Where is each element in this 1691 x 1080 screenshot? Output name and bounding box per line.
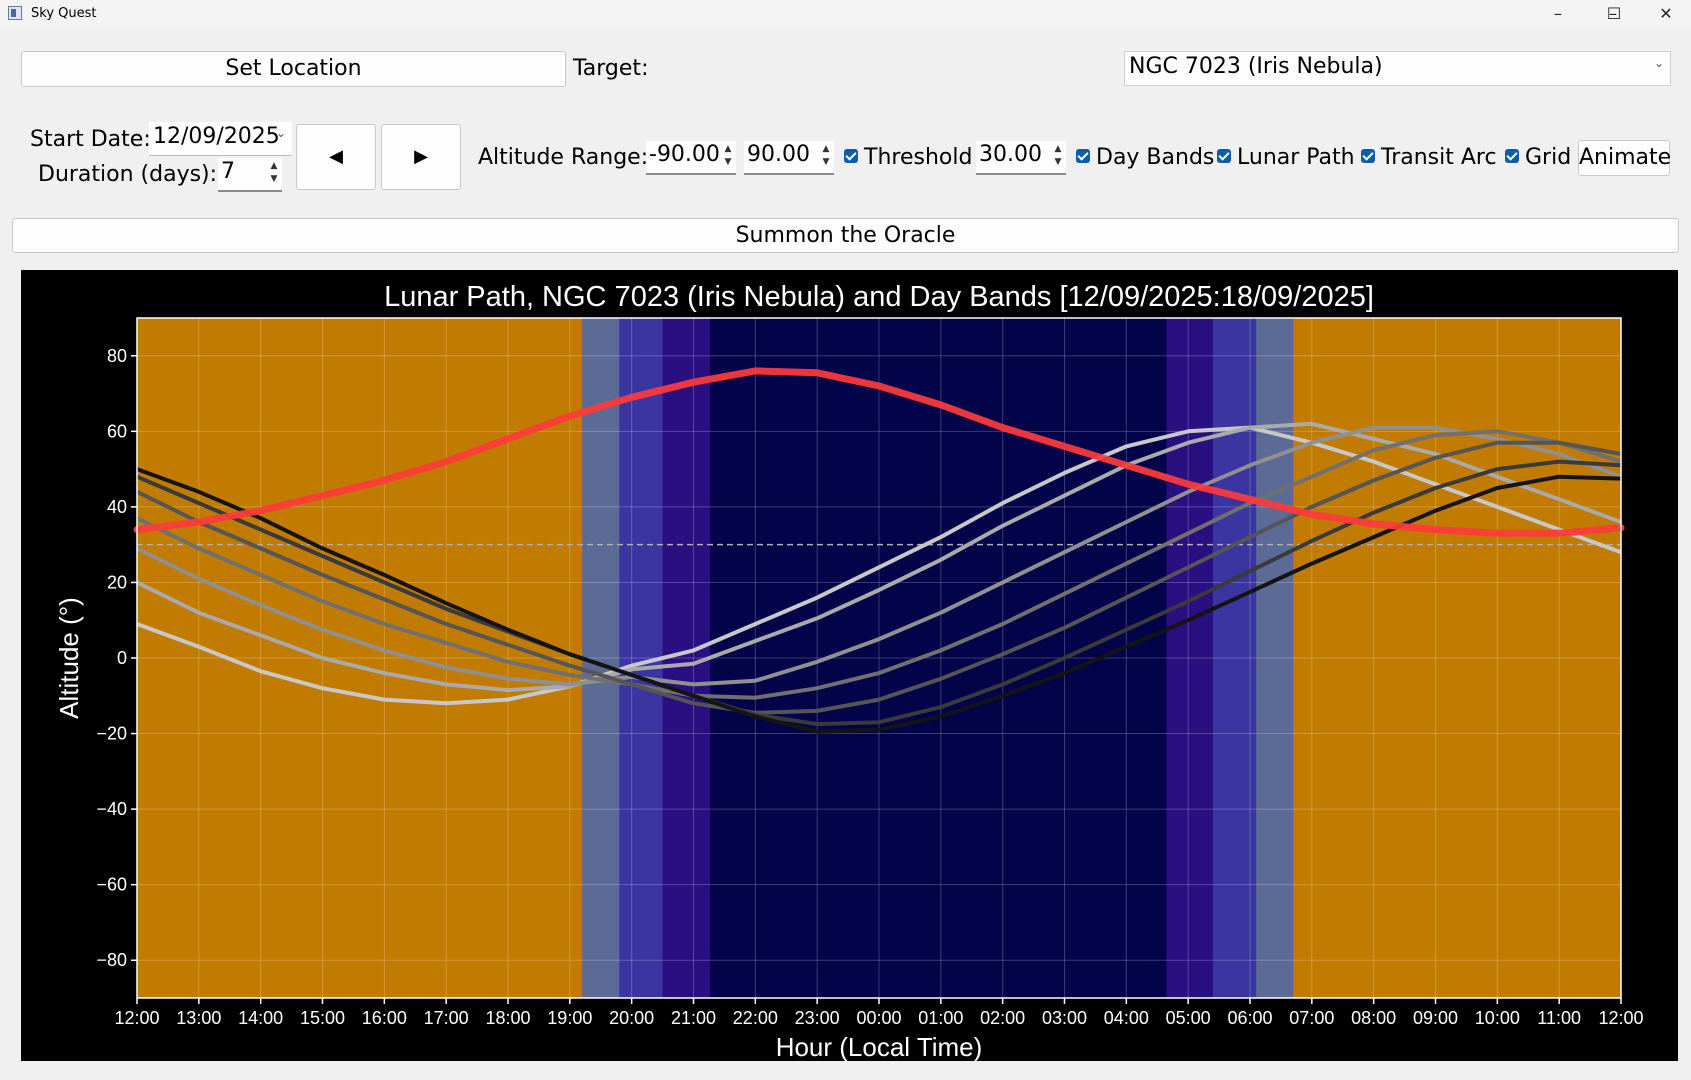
x-tick-label: 09:00 (1413, 1008, 1458, 1028)
x-tick-label: 17:00 (424, 1008, 469, 1028)
chevron-down-icon: ⌄ (275, 126, 286, 140)
chevron-down-icon: ⌄ (1653, 56, 1664, 70)
target-altitude-line-day-2 (136, 421, 1622, 693)
x-tick-label: 19:00 (547, 1008, 592, 1028)
chart-title: Lunar Path, NGC 7023 (Iris Nebula) and D… (384, 281, 1374, 313)
x-tick-label: 20:00 (609, 1008, 654, 1028)
y-tick-label: 60 (107, 421, 127, 441)
start-date-value: 12/09/2025 (153, 124, 280, 149)
target-altitude-line-day-3 (136, 425, 1622, 687)
maximize-button[interactable]: ☐ (1606, 4, 1622, 23)
target-altitude-line-day-6 (136, 459, 1622, 727)
y-tick-label: 80 (107, 346, 127, 366)
x-tick-label: 05:00 (1166, 1008, 1211, 1028)
x-tick-label: 08:00 (1351, 1008, 1396, 1028)
y-tick-label: 40 (107, 497, 127, 517)
target-altitude-line-day-5 (136, 440, 1622, 715)
y-tick-label: −80 (96, 950, 127, 970)
target-altitude-line-day-4 (136, 429, 1622, 700)
next-button[interactable]: ▶ (381, 124, 461, 190)
app-icon (8, 6, 22, 20)
lunar-path-label: Lunar Path (1237, 145, 1355, 170)
threshold-checkbox[interactable] (844, 149, 858, 163)
x-tick-label: 21:00 (671, 1008, 716, 1028)
spin-down-icon[interactable]: ▼ (270, 174, 278, 184)
x-tick-label: 04:00 (1104, 1008, 1149, 1028)
spin-down-icon[interactable]: ▼ (822, 157, 830, 167)
x-tick-label: 14:00 (238, 1008, 283, 1028)
spin-up-icon[interactable]: ▲ (724, 144, 732, 154)
lunar-path-line (133, 367, 1625, 537)
x-tick-label: 06:00 (1227, 1008, 1272, 1028)
altitude-max-value: 90.00 (747, 142, 810, 167)
y-tick-label: 20 (107, 572, 127, 592)
x-tick-label: 16:00 (362, 1008, 407, 1028)
start-date-picker[interactable]: 12/09/2025 ⌄ (149, 122, 292, 156)
y-axis-label: Altitude (°) (54, 597, 84, 719)
day-band-day (137, 318, 583, 998)
altitude-min-spinbox[interactable]: -90.00 ▲ ▼ (646, 141, 736, 175)
duration-spinbox[interactable]: 7 ▲ ▼ (218, 158, 282, 192)
set-location-button[interactable]: Set Location (21, 51, 566, 87)
spin-down-icon[interactable]: ▼ (1054, 157, 1062, 167)
y-tick-label: 0 (117, 648, 127, 668)
y-tick-label: −60 (96, 875, 127, 895)
x-tick-label: 00:00 (856, 1008, 901, 1028)
animate-button[interactable]: Animate (1578, 140, 1671, 176)
x-tick-label: 15:00 (300, 1008, 345, 1028)
y-tick-label: −40 (96, 799, 127, 819)
grid-label: Grid (1525, 145, 1572, 170)
x-tick-label: 18:00 (485, 1008, 530, 1028)
target-altitude-line-day-1 (136, 425, 1622, 706)
x-tick-label: 22:00 (733, 1008, 778, 1028)
x-tick-label: 02:00 (980, 1008, 1025, 1028)
minimize-icon[interactable]: – (1609, 4, 1617, 23)
window-title: Sky Quest (31, 6, 97, 21)
altitude-chart: Lunar Path, NGC 7023 (Iris Nebula) and D… (21, 270, 1678, 1061)
close-button[interactable]: ✕ (1659, 4, 1673, 23)
x-tick-label: 07:00 (1289, 1008, 1334, 1028)
x-tick-label: 11:00 (1537, 1008, 1581, 1028)
x-tick-label: 23:00 (795, 1008, 840, 1028)
grid-checkbox[interactable] (1505, 149, 1519, 163)
altitude-range-label: Altitude Range: (478, 145, 649, 170)
y-tick-label: −20 (96, 724, 127, 744)
duration-value: 7 (221, 159, 235, 184)
minimize-button[interactable]: – (1554, 4, 1562, 23)
spin-down-icon[interactable]: ▼ (724, 157, 732, 167)
spin-up-icon[interactable]: ▲ (1054, 144, 1062, 154)
duration-label: Duration (days): (38, 162, 218, 187)
day-bands-checkbox[interactable] (1076, 149, 1090, 163)
x-tick-label: 01:00 (918, 1008, 963, 1028)
target-combo[interactable]: NGC 7023 (Iris Nebula) ⌄ (1124, 51, 1671, 86)
day-band-night (710, 318, 1168, 998)
x-axis-label: Hour (Local Time) (776, 1032, 983, 1061)
x-tick-label: 12:00 (1598, 1008, 1643, 1028)
altitude-max-spinbox[interactable]: 90.00 ▲ ▼ (744, 141, 834, 175)
title-bar: Sky Quest – (0, 0, 1691, 28)
x-tick-label: 13:00 (176, 1008, 221, 1028)
day-bands-label: Day Bands (1096, 145, 1215, 170)
start-date-label: Start Date: (30, 127, 151, 152)
transit-arc-label: Transit Arc (1381, 145, 1497, 170)
x-tick-label: 10:00 (1475, 1008, 1520, 1028)
target-altitude-line-day-7 (136, 467, 1622, 734)
target-value: NGC 7023 (Iris Nebula) (1129, 54, 1383, 79)
threshold-label: Threshold (864, 145, 973, 170)
threshold-spinbox[interactable]: 30.00 ▲ ▼ (976, 141, 1066, 175)
day-band-civil (582, 318, 620, 998)
altitude-min-value: -90.00 (649, 142, 720, 167)
prev-button[interactable]: ◀ (296, 124, 376, 190)
x-tick-label: 03:00 (1042, 1008, 1087, 1028)
target-label: Target: (573, 56, 649, 81)
summon-oracle-button[interactable]: Summon the Oracle (12, 218, 1679, 253)
x-tick-label: 12:00 (114, 1008, 159, 1028)
chart-svg: Lunar Path, NGC 7023 (Iris Nebula) and D… (54, 281, 1644, 1061)
spin-up-icon[interactable]: ▲ (270, 161, 278, 171)
threshold-value: 30.00 (979, 142, 1042, 167)
transit-arc-checkbox[interactable] (1361, 149, 1375, 163)
lunar-path-checkbox[interactable] (1217, 149, 1231, 163)
spin-up-icon[interactable]: ▲ (822, 144, 830, 154)
